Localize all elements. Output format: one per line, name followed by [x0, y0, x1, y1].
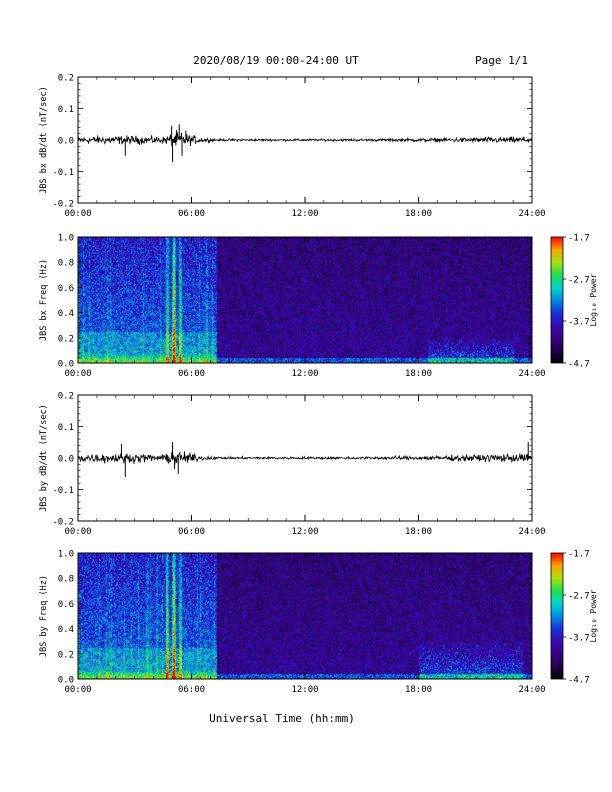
by-dbdt-ytick-label: -0.2	[52, 518, 74, 528]
bx-spec-ytick-label: 0.6	[58, 284, 74, 294]
bx-spec-colorbar-tick-label: -4.7	[568, 360, 590, 370]
by-spec-ytick-label: 0.2	[58, 650, 74, 660]
by-dbdt-xtick-label: 06:00	[178, 527, 205, 537]
by-spec-ytick-label: 0.4	[58, 625, 74, 635]
bx-spec-xtick-label: 06:00	[178, 369, 205, 379]
by-dbdt-panel: -0.2 -0.1 0.0 0.1 0.2 00:00 06:00 12:00 18:00 24:…	[39, 392, 546, 538]
bx-spec-ytick-label: 0.4	[58, 309, 74, 319]
bx-dbdt-ytick-label: 0.2	[58, 74, 74, 84]
bx-spec-ytick-label: 0.8	[58, 259, 74, 269]
bx-dbdt-ytick-label: 0.0	[58, 137, 74, 147]
by-dbdt-ytick-label: -0.1	[52, 486, 74, 496]
bx-spec-xtick-label: 24:00	[518, 369, 545, 379]
bx-spec-ytick-label: 0.0	[58, 360, 74, 370]
bx-dbdt-ytick-label: -0.1	[52, 168, 74, 178]
by-dbdt-xtick-label: 24:00	[518, 527, 545, 537]
by-spec-image	[78, 553, 532, 679]
by-spec-colorbar-label: Log₁₀ Power	[589, 589, 598, 642]
bx-spec-ytick-label: 1.0	[58, 234, 74, 244]
bx-spec-colorbar-label: Log₁₀ Power	[589, 273, 598, 326]
by-spec-colorbar-tick-label: -1.7	[568, 550, 590, 560]
by-spec-panel: -1.7 -2.7 -3.7 -4.7 Log₁₀ Power 0.0 0.2 0.4 0.6 0…	[39, 550, 598, 696]
bx-spec-ylabel: JBS bx Freq (Hz)	[39, 259, 49, 341]
by-spec-ytick-label: 0.8	[58, 575, 74, 585]
by-spec-xtick-label: 06:00	[178, 685, 205, 695]
bx-spec-ytick-label: 0.2	[58, 334, 74, 344]
by-spec-xtick-label: 24:00	[518, 685, 545, 695]
by-dbdt-xtick-label: 00:00	[64, 527, 91, 537]
by-spec-ytick-label: 1.0	[58, 550, 74, 560]
bx-spec-image	[78, 237, 532, 363]
by-spec-xtick-label: 00:00	[64, 685, 91, 695]
bx-spec-panel: -1.7 -2.7 -3.7 -4.7 Log₁₀ Power 0.0 0.2 0.4 0.6 0…	[39, 234, 598, 380]
by-spec-ylabel: JBS by Freq (Hz)	[39, 575, 49, 657]
by-dbdt-xtick-label: 12:00	[291, 527, 318, 537]
bx-spec-xtick-label: 00:00	[64, 369, 91, 379]
bx-dbdt-trace	[77, 129, 533, 147]
by-spec-xtick-label: 12:00	[291, 685, 318, 695]
bx-spec-colorbar-tick-label: -3.7	[568, 318, 590, 328]
by-spec-xtick-label: 18:00	[405, 685, 432, 695]
bx-dbdt-ytick-label: -0.2	[52, 200, 74, 210]
by-dbdt-ylabel: JBS by dB/dt (nT/sec)	[39, 404, 49, 511]
bx-dbdt-xtick-label: 12:00	[291, 209, 318, 219]
by-dbdt-trace	[77, 451, 533, 465]
by-spec-colorbar-tick-label: -2.7	[568, 592, 590, 602]
x-axis-label: Universal Time (hh:mm)	[209, 712, 355, 725]
by-dbdt-ytick-label: 0.1	[58, 423, 74, 433]
bx-spec-xtick-label: 12:00	[291, 369, 318, 379]
by-spec-colorbar-tick-label: -4.7	[568, 676, 590, 686]
page-number: Page 1/1	[475, 54, 528, 67]
bx-spec-colorbar	[550, 236, 564, 364]
bx-dbdt-xtick-label: 00:00	[64, 209, 91, 219]
bx-spec-colorbar-tick-label: -1.7	[568, 234, 590, 244]
bx-spec-colorbar-tick-label: -2.7	[568, 276, 590, 286]
bx-dbdt-xtick-label: 06:00	[178, 209, 205, 219]
bx-dbdt-ytick-label: 0.1	[58, 105, 74, 115]
date-range-title: 2020/08/19 00:00-24:00 UT	[193, 54, 359, 67]
bx-dbdt-panel: -0.2 -0.1 0.0 0.1 0.2 00:00 06:00 12:00 18:00 24:…	[39, 74, 546, 220]
by-spec-ytick-label: 0.6	[58, 600, 74, 610]
bx-dbdt-xtick-label: 18:00	[405, 209, 432, 219]
by-dbdt-ytick-label: 0.2	[58, 392, 74, 402]
bx-spec-xtick-label: 18:00	[405, 369, 432, 379]
by-dbdt-ytick-label: 0.0	[58, 455, 74, 465]
by-dbdt-xtick-label: 18:00	[405, 527, 432, 537]
by-spec-colorbar-tick-label: -3.7	[568, 634, 590, 644]
by-spec-ytick-label: 0.0	[58, 676, 74, 686]
bx-dbdt-ylabel: JBS bx dB/dt (nT/sec)	[39, 86, 49, 193]
by-spec-colorbar	[550, 552, 564, 680]
bx-dbdt-xtick-label: 24:00	[518, 209, 545, 219]
